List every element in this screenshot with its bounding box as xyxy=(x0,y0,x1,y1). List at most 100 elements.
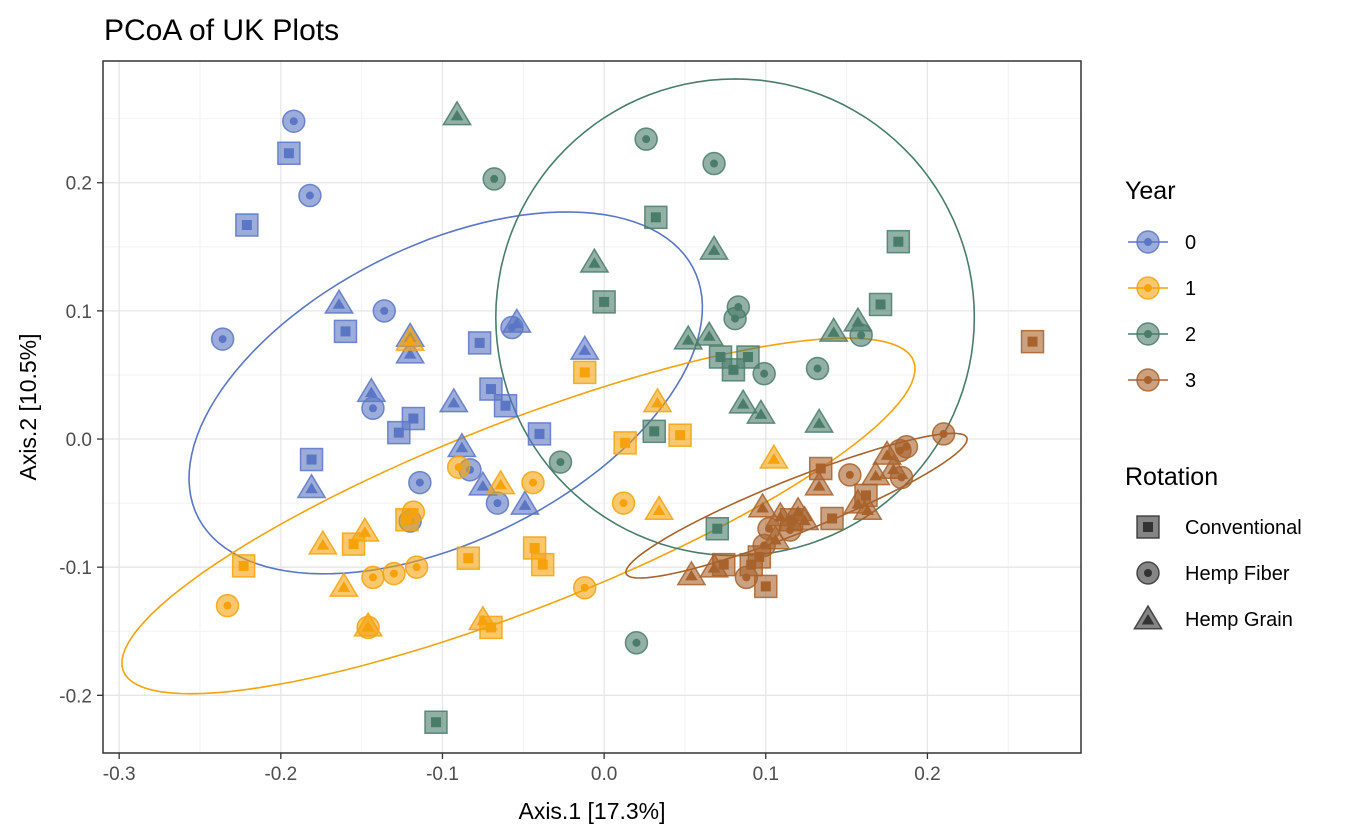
point-year-1-square xyxy=(668,423,692,447)
point-year-2-square xyxy=(868,292,893,317)
point-year-3-square xyxy=(754,574,778,599)
point-year-2-triangle xyxy=(745,398,776,424)
legend-year-item-3: 3 xyxy=(1128,368,1196,392)
legend-key-dot xyxy=(1144,330,1152,338)
point-year-3-triangle xyxy=(676,560,707,586)
point-year-1-triangle xyxy=(642,387,673,413)
plot-border xyxy=(102,60,1082,754)
point-year-1-square xyxy=(341,532,366,556)
point-year-3-square xyxy=(820,506,844,531)
point-year-2-triangle xyxy=(579,247,610,273)
y-tick-label: 0.2 xyxy=(66,174,92,195)
point-year-2-triangle xyxy=(673,324,704,350)
plot-panel xyxy=(103,61,1081,753)
point-year-2-square xyxy=(644,205,668,230)
legend-year-title: Year xyxy=(1125,177,1176,205)
point-year-0-circle xyxy=(210,327,235,351)
chart-title: PCoA of UK Plots xyxy=(104,14,339,47)
x-tick-label: 0.0 xyxy=(591,764,617,785)
point-year-2-triangle xyxy=(804,407,835,433)
point-year-1-triangle xyxy=(328,571,359,597)
point-year-3-triangle xyxy=(760,524,791,550)
point-year-1-circle xyxy=(215,593,240,618)
point-year-2-circle xyxy=(634,127,658,151)
point-year-0-circle xyxy=(282,109,306,133)
point-year-1-circle xyxy=(446,455,471,479)
point-year-2-square xyxy=(886,229,911,254)
point-year-1-square xyxy=(395,508,419,532)
legend-key-dot xyxy=(1144,284,1152,292)
legend-key-dot xyxy=(1144,376,1152,384)
x-tick-label: 0.2 xyxy=(914,764,940,785)
point-year-2-circle xyxy=(752,361,776,386)
legend-year-label: 2 xyxy=(1185,324,1196,346)
ellipse-year-0 xyxy=(188,211,704,575)
point-year-0-square xyxy=(527,422,552,446)
ellipse-year-2 xyxy=(494,78,976,557)
point-year-1-triangle xyxy=(395,325,426,351)
point-year-0-square xyxy=(467,331,492,355)
legend-rotation-item-square: Conventional xyxy=(1136,515,1302,539)
point-year-1-triangle xyxy=(644,495,675,521)
point-year-1-circle xyxy=(611,491,636,515)
point-year-1-square xyxy=(479,615,503,640)
point-year-1-circle xyxy=(356,615,380,640)
point-year-2-square xyxy=(592,290,616,314)
y-axis-label: Axis.2 [10.5%] xyxy=(15,333,41,480)
point-year-3-triangle xyxy=(852,495,883,521)
point-year-2-circle xyxy=(548,450,573,474)
point-year-2-square xyxy=(721,358,746,382)
point-year-0-circle xyxy=(485,491,510,515)
point-year-2-square xyxy=(642,419,666,444)
legend-key-triangle-icon xyxy=(1133,604,1163,630)
point-year-0-circle xyxy=(408,470,432,495)
data-points xyxy=(210,100,1045,734)
point-year-0-triangle xyxy=(395,338,426,364)
point-year-2-circle xyxy=(482,167,506,191)
point-year-2-square xyxy=(705,516,730,541)
point-year-2-square xyxy=(424,710,448,734)
y-axis-ticks: -0.2 -0.1 0.0 0.1 0.2 xyxy=(59,174,103,707)
legend-rotation-label: Conventional xyxy=(1185,517,1302,539)
point-year-0-circle xyxy=(372,299,397,323)
point-year-3-square xyxy=(739,552,763,577)
legend-key-circle-icon xyxy=(1136,561,1160,585)
point-year-0-circle xyxy=(298,183,322,208)
point-year-3-circle xyxy=(931,422,956,446)
point-year-0-triangle xyxy=(438,387,469,413)
point-year-0-triangle xyxy=(509,489,540,515)
x-axis-label: Axis.1 [17.3%] xyxy=(518,798,665,824)
legend-year-item-2: 2 xyxy=(1128,322,1196,346)
point-year-1-square xyxy=(572,360,597,385)
point-year-0-triangle xyxy=(324,288,354,314)
x-tick-label: -0.1 xyxy=(426,764,459,785)
legend-year-label: 0 xyxy=(1185,232,1196,254)
point-year-3-triangle xyxy=(804,470,835,496)
point-year-3-circle xyxy=(838,463,862,487)
point-year-1-circle xyxy=(382,561,406,586)
legend-key-dot xyxy=(1144,238,1152,246)
point-year-1-circle xyxy=(572,575,597,600)
point-year-1-square xyxy=(530,552,555,577)
legend-rotation-item-circle: Hemp Fiber xyxy=(1136,561,1290,585)
y-tick-label: -0.1 xyxy=(59,558,92,579)
legend-key-square-icon xyxy=(1136,515,1160,539)
legend-rotation-title: Rotation xyxy=(1125,463,1218,491)
point-year-1-square xyxy=(456,546,481,570)
point-year-0-square xyxy=(333,319,358,344)
ellipse-year-3 xyxy=(625,432,968,579)
point-year-2-circle xyxy=(624,631,649,655)
point-year-0-triangle xyxy=(296,473,327,499)
legend-rotation: Rotation Conventional Hemp Fiber Hemp Grai… xyxy=(1125,463,1302,631)
y-tick-label: -0.2 xyxy=(59,686,92,707)
x-tick-label: -0.2 xyxy=(264,764,297,785)
y-tick-label: 0.1 xyxy=(66,302,92,323)
point-year-2-triangle xyxy=(728,388,759,414)
point-year-3-circle xyxy=(889,465,914,490)
point-year-2-circle xyxy=(849,323,873,347)
legend-year-label: 3 xyxy=(1185,370,1196,392)
point-year-0-triangle xyxy=(569,334,600,360)
point-year-0-square xyxy=(277,141,301,166)
point-year-1-triangle xyxy=(307,529,338,555)
